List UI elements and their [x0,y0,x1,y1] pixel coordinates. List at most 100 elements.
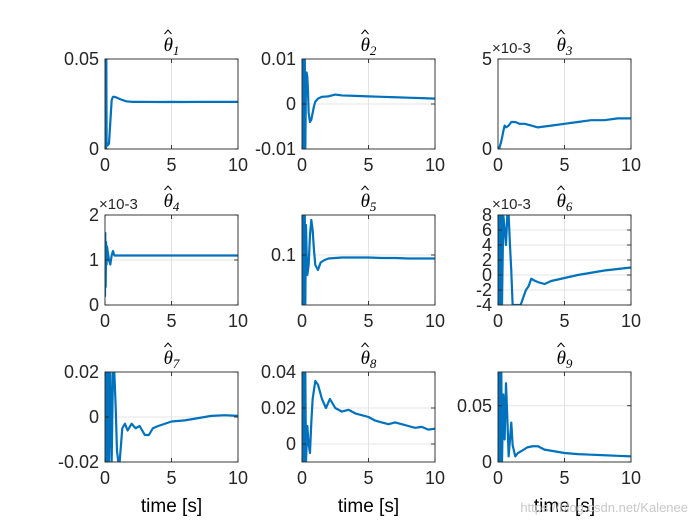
title-hat-5 [361,185,369,191]
xaxis-label-7: time [s] [141,496,202,517]
subplot-title-9: θ9 [557,348,573,371]
xtick-label-8-1: 5 [363,468,373,488]
ytick-label-8-0: 0 [286,434,296,454]
title-hat-2 [361,29,369,35]
xtick-label-5-2: 10 [425,311,445,331]
ytick-label-6-6: 8 [482,205,492,225]
title-symbol-3: θ [557,35,566,56]
xtick-label-9-1: 5 [559,468,569,488]
title-subscript-4: 4 [173,199,180,214]
xtick-label-4-0: 0 [100,311,110,331]
ytick-label-6-3: 2 [482,250,492,270]
title-hat-4 [164,185,172,191]
ytick-label-4-0: 0 [89,295,99,315]
title-subscript-5: 5 [370,199,377,214]
ytick-label-5-0: 0.1 [271,245,296,265]
title-subscript-3: 3 [565,43,573,58]
title-subscript-9: 9 [566,356,573,371]
xtick-label-9-2: 10 [621,468,641,488]
subplot-8: 0 5 10 0 0.02 0.04 θ8 time [s] [261,342,445,517]
ytick-label-6-4: 4 [482,235,492,255]
xtick-label-3-2: 10 [621,155,641,175]
title-subscript-6: 6 [566,199,573,214]
series-line-7 [105,372,238,462]
subplot-title-6: θ6 [557,191,573,214]
subplot-title-1: θ1 [164,35,180,58]
subplot-title-2: θ2 [361,35,377,58]
xtick-label-7-0: 0 [100,468,110,488]
ytick-label-7-0: -0.02 [58,452,99,472]
xtick-label-1-0: 0 [100,155,110,175]
series-line-2 [302,59,435,149]
ytick-label-9-0: 0 [482,452,492,472]
ytick-label-2-2: 0.01 [261,49,296,69]
ytick-label-1-0: 0 [89,139,99,159]
subplot-title-4: θ4 [164,191,180,214]
title-hat-3 [557,29,565,35]
subplot-3: 0 5 10 0 5 θ3 ×10-3 [482,29,641,175]
series-line-1 [105,59,238,149]
ytick-label-6-0: -4 [476,295,492,315]
title-subscript-2: 2 [370,43,377,58]
subplot-5: 0 5 100.1θ5 [271,185,445,331]
title-hat-7 [164,342,172,348]
subplot-title-7: θ7 [164,348,180,371]
ytick-label-6-5: 6 [482,220,492,240]
series-line-5 [302,215,435,305]
xtick-label-7-1: 5 [166,468,176,488]
title-hat-6 [557,185,565,191]
xaxis-label-8: time [s] [338,496,399,517]
subplot-4: 0 5 10 0 1 2 θ4 ×10-3 [89,185,248,331]
xtick-label-8-2: 10 [425,468,445,488]
ytick-label-7-2: 0.02 [64,362,99,382]
ytick-label-8-2: 0.04 [261,362,296,382]
title-symbol-2: θ [361,35,370,56]
title-hat-9 [557,342,565,348]
xtick-label-4-2: 10 [228,311,248,331]
ytick-label-6-1: -2 [476,280,492,300]
xtick-label-4-1: 5 [166,311,176,331]
exponent-multiplier-4: ×10-3 [99,196,138,213]
xtick-label-9-0: 0 [493,468,503,488]
watermark-text: https://blog.csdn.net/Kalenee [520,500,688,515]
ytick-label-4-2: 2 [89,205,99,225]
subplot-title-5: θ5 [361,191,377,214]
series-line-4 [105,231,238,298]
exponent-multiplier-3: ×10-3 [492,40,531,57]
subplot-title-8: θ8 [361,348,377,371]
ytick-label-1-1: 0.05 [64,49,99,69]
title-symbol-8: θ [361,348,370,369]
xtick-label-3-0: 0 [493,155,503,175]
title-symbol-1: θ [164,35,173,56]
title-symbol-9: θ [557,348,566,369]
ytick-label-2-1: 0 [286,94,296,114]
ytick-label-6-2: 0 [482,265,492,285]
title-subscript-7: 7 [173,356,180,371]
series-line-8 [302,372,435,462]
title-hat-8 [361,342,369,348]
xtick-label-5-1: 5 [363,311,373,331]
title-symbol-5: θ [361,191,370,212]
exponent-multiplier-6: ×10-3 [492,196,531,213]
xtick-label-6-0: 0 [493,311,503,331]
subplot-title-3: θ3 [557,35,573,58]
xtick-label-2-2: 10 [425,155,445,175]
xaxis-label-9: time [s] [534,496,595,517]
xtick-label-5-0: 0 [297,311,307,331]
ytick-label-4-1: 1 [89,250,99,270]
xtick-label-1-1: 5 [166,155,176,175]
series-line-3 [498,117,631,149]
title-hat-1 [164,29,172,35]
xtick-label-8-0: 0 [297,468,307,488]
ytick-label-3-0: 0 [482,139,492,159]
ytick-label-8-1: 0.02 [261,398,296,418]
xtick-label-6-2: 10 [621,311,641,331]
title-symbol-7: θ [164,348,173,369]
title-subscript-1: 1 [173,43,180,58]
title-subscript-8: 8 [370,356,377,371]
xtick-label-3-1: 5 [559,155,569,175]
xtick-label-7-2: 10 [228,468,248,488]
